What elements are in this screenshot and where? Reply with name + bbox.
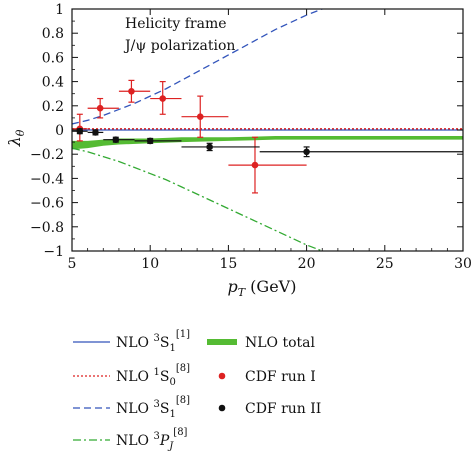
legend-label-prefix: CDF run I xyxy=(245,369,316,385)
x-tick-label-5: 5 xyxy=(68,256,77,272)
marker xyxy=(112,136,120,143)
legend-item-nlo-3s1-8: NLO 3S1[8] xyxy=(73,395,190,420)
y-tick-label: 0.6 xyxy=(42,50,64,66)
data-point-cdf-run-ii-3 xyxy=(134,137,182,145)
series-line-nlo-3s1-8 xyxy=(72,9,323,125)
y-axis-title: λθ xyxy=(5,129,27,147)
marker xyxy=(303,148,310,156)
data-point-cdf-run-i-5 xyxy=(228,136,307,194)
legend-label-sup-post: [1] xyxy=(176,329,190,340)
y-tick-label: 1 xyxy=(55,2,64,18)
y-tick-label: −0.4 xyxy=(30,171,64,187)
legend-label-nlo-3pj-8: NLO 3PJ [8] xyxy=(116,427,188,452)
y-tick-label: −0.2 xyxy=(30,147,64,163)
legend: NLO 3S1[1]NLO 1S0[8]NLO 3S1[8]NLO 3PJ[8]… xyxy=(73,329,321,452)
legend-item-nlo-total: NLO total xyxy=(207,335,316,351)
lines-layer xyxy=(72,9,463,251)
legend-label-cdf-run-ii: CDF run II xyxy=(245,401,321,417)
series-band-nlo-total xyxy=(72,136,463,150)
x-tick-label-25: 25 xyxy=(376,256,394,272)
marker xyxy=(206,143,213,151)
legend-label-sup-pre: 3 xyxy=(153,399,159,410)
legend-label-prefix: NLO total xyxy=(245,335,316,351)
y-tick-label: 0.4 xyxy=(42,75,64,91)
legend-label-letter: S xyxy=(160,335,170,351)
x-axis-unit: (GeV) xyxy=(245,277,296,296)
legend-swatch xyxy=(207,339,237,345)
marker xyxy=(146,137,154,145)
legend-item-nlo-1s0-8: NLO 1S0[8] xyxy=(73,363,190,388)
marker xyxy=(196,113,204,120)
legend-item-cdf-run-ii: CDF run II xyxy=(218,401,321,417)
data-point-cdf-run-i-2 xyxy=(118,79,151,103)
x-axis-subscript: T xyxy=(238,286,247,299)
legend-label-nlo-3s1-8: NLO 3S1[8] xyxy=(116,395,190,420)
band-layer xyxy=(72,136,463,150)
legend-swatch xyxy=(218,404,226,412)
marker xyxy=(128,87,135,95)
x-tick-label-15: 15 xyxy=(219,256,237,272)
legend-item-nlo-3pj-8: NLO 3PJ [8] xyxy=(73,427,188,452)
marker xyxy=(251,161,259,169)
y-axis-subscript: θ xyxy=(14,129,27,136)
legend-label-sub: 1 xyxy=(169,409,175,420)
legend-label-letter: S xyxy=(160,369,170,385)
x-axis-symbol: p xyxy=(228,277,238,296)
y-tick-label: −0.8 xyxy=(30,220,64,236)
legend-label-letter: S xyxy=(160,401,170,417)
annotation-polarization: J/ψ polarization xyxy=(123,38,235,54)
marker xyxy=(159,95,167,102)
legend-label-sub: 1 xyxy=(169,343,175,354)
marker xyxy=(76,127,84,135)
y-tick-label: −0.6 xyxy=(30,196,64,212)
x-tick-label-20: 20 xyxy=(298,256,316,272)
legend-label-sup-post: [8] xyxy=(176,363,190,374)
legend-item-nlo-3s1-1: NLO 3S1[1] xyxy=(73,329,190,354)
series-line-nlo-3pj-8 xyxy=(72,147,323,251)
legend-label-prefix: CDF run II xyxy=(245,401,321,417)
data-point-cdf-run-i-1 xyxy=(87,97,119,119)
data-point-cdf-run-ii-1 xyxy=(87,129,104,136)
ticks-layer: 5 10 15 20 25 30 1 0.8 0.6 0.4 0.2 0 −0.2 −0.4 −0.6 −0.… xyxy=(30,2,472,272)
legend-label-sup-pre: 1 xyxy=(153,367,159,378)
data-point-cdf-run-ii-2 xyxy=(103,136,135,143)
y-axis-symbol: λ xyxy=(5,136,24,147)
legend-label-prefix: NLO xyxy=(116,335,153,351)
x-tick-label-30: 30 xyxy=(454,256,472,272)
y-tick-label: 0 xyxy=(55,123,64,139)
legend-item-cdf-run-i: CDF run I xyxy=(218,369,316,385)
legend-label-sup-pre: 3 xyxy=(153,333,159,344)
y-tick-label: −1 xyxy=(43,244,64,260)
legend-swatch xyxy=(218,372,226,380)
legend-label-sup-pre: 3 xyxy=(153,431,159,442)
data-point-cdf-run-ii-0 xyxy=(72,127,88,135)
legend-label-nlo-total: NLO total xyxy=(245,335,316,351)
legend-label-sub: 0 xyxy=(169,377,175,388)
legend-label-letter: P xyxy=(159,433,170,449)
legend-label-sub: J xyxy=(167,441,174,452)
marker xyxy=(96,104,104,112)
legend-label-sup-post: [8] xyxy=(173,427,187,438)
data-point-cdf-run-ii-5 xyxy=(259,146,463,158)
legend-label-sup-post: [8] xyxy=(176,395,190,406)
y-tick-label: 0.8 xyxy=(42,26,64,42)
legend-label-prefix: NLO xyxy=(116,433,153,449)
y-tick-label: 0.2 xyxy=(42,99,64,115)
legend-label-prefix: NLO xyxy=(116,369,153,385)
marker xyxy=(92,129,99,136)
annotation-frame: Helicity frame xyxy=(125,16,227,32)
legend-label-nlo-1s0-8: NLO 1S0[8] xyxy=(116,363,190,388)
points-layer xyxy=(72,79,463,194)
data-point-cdf-run-i-4 xyxy=(181,95,229,138)
data-point-cdf-run-ii-4 xyxy=(181,142,260,152)
data-point-cdf-run-i-3 xyxy=(150,80,182,115)
legend-label-prefix: NLO xyxy=(116,401,153,417)
x-axis-title: pT (GeV) xyxy=(228,277,297,299)
legend-label-cdf-run-i: CDF run I xyxy=(245,369,316,385)
x-tick-label-10: 10 xyxy=(141,256,159,272)
legend-label-nlo-3s1-1: NLO 3S1[1] xyxy=(116,329,190,354)
